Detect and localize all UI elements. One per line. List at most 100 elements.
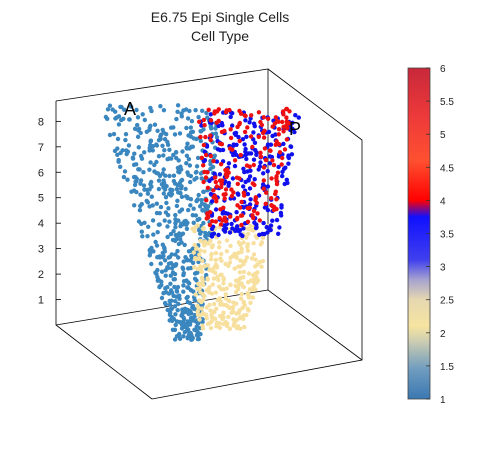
plot-box-front <box>151 68 363 400</box>
data-point <box>176 158 181 163</box>
data-point <box>144 198 149 204</box>
data-point <box>188 130 194 135</box>
data-point <box>279 162 284 167</box>
data-point <box>173 252 178 257</box>
data-point <box>191 206 196 211</box>
data-point <box>142 117 147 123</box>
data-point <box>250 144 255 150</box>
data-point <box>250 272 256 278</box>
data-point <box>120 148 125 153</box>
data-point <box>184 145 189 150</box>
data-point <box>261 115 266 120</box>
data-point <box>261 178 266 183</box>
data-point <box>198 313 203 318</box>
data-point <box>172 304 178 309</box>
data-point <box>198 290 203 295</box>
data-point <box>204 305 209 310</box>
data-point <box>241 184 246 189</box>
data-point <box>296 115 301 120</box>
data-point <box>168 273 173 278</box>
data-point <box>197 317 202 322</box>
data-point <box>196 114 201 120</box>
data-point <box>189 337 194 342</box>
data-point <box>103 114 109 120</box>
data-point <box>172 271 178 277</box>
data-point <box>273 115 279 120</box>
data-point <box>194 175 199 181</box>
data-point <box>221 281 226 286</box>
data-point <box>172 284 177 290</box>
data-point <box>237 122 242 127</box>
data-point <box>239 291 244 297</box>
data-point <box>185 170 190 175</box>
data-point <box>217 215 222 221</box>
data-point <box>225 321 230 326</box>
data-point <box>274 175 279 181</box>
data-point <box>242 113 247 118</box>
data-point <box>149 108 154 114</box>
data-point <box>138 181 143 186</box>
data-point <box>205 288 210 293</box>
data-point <box>274 197 279 202</box>
colorbar-tick-label: 1 <box>440 395 446 406</box>
data-point <box>170 327 176 332</box>
data-point <box>191 250 196 255</box>
data-point <box>184 153 190 158</box>
data-point <box>118 164 123 169</box>
data-point <box>233 289 239 295</box>
data-point <box>181 279 187 284</box>
data-point <box>164 200 169 206</box>
data-point <box>196 192 201 198</box>
data-point <box>194 324 199 329</box>
data-point <box>270 218 275 223</box>
data-point <box>172 132 178 137</box>
data-point <box>219 184 224 190</box>
data-point <box>208 153 213 159</box>
data-point <box>267 161 273 166</box>
data-point <box>201 179 206 185</box>
data-point <box>212 175 218 180</box>
data-point <box>203 230 208 236</box>
data-point <box>214 159 220 164</box>
data-point <box>154 243 160 248</box>
data-point <box>244 312 249 318</box>
data-point <box>202 264 207 269</box>
data-point <box>132 126 138 131</box>
colorbar-tick-label: 5.5 <box>440 97 454 108</box>
data-point <box>244 156 249 162</box>
data-point <box>149 184 154 189</box>
data-point <box>222 196 227 201</box>
data-point <box>163 210 169 215</box>
data-point <box>249 256 255 261</box>
data-point <box>147 204 152 209</box>
data-point <box>279 205 284 210</box>
data-point <box>223 187 229 192</box>
data-point <box>258 150 263 155</box>
data-point <box>261 171 266 176</box>
annotation-a: A <box>124 99 136 119</box>
data-point <box>277 225 282 230</box>
z-tick-label: 5 <box>38 193 44 205</box>
data-point <box>251 157 257 162</box>
data-point <box>147 127 152 133</box>
data-point <box>269 196 274 201</box>
data-point <box>138 178 144 183</box>
data-point <box>139 201 144 207</box>
data-point <box>115 152 120 157</box>
data-point <box>237 205 243 210</box>
data-point <box>202 123 207 128</box>
data-point <box>183 255 188 260</box>
data-point <box>211 188 216 193</box>
data-point <box>149 245 154 251</box>
data-point <box>195 223 200 228</box>
data-point <box>265 142 271 147</box>
data-point <box>217 296 223 301</box>
data-point <box>203 152 209 158</box>
data-point <box>154 159 159 165</box>
data-point <box>232 266 237 271</box>
data-point <box>239 213 245 218</box>
data-point <box>202 312 208 317</box>
data-point <box>277 150 283 155</box>
data-point <box>268 227 273 233</box>
data-point <box>288 144 294 149</box>
